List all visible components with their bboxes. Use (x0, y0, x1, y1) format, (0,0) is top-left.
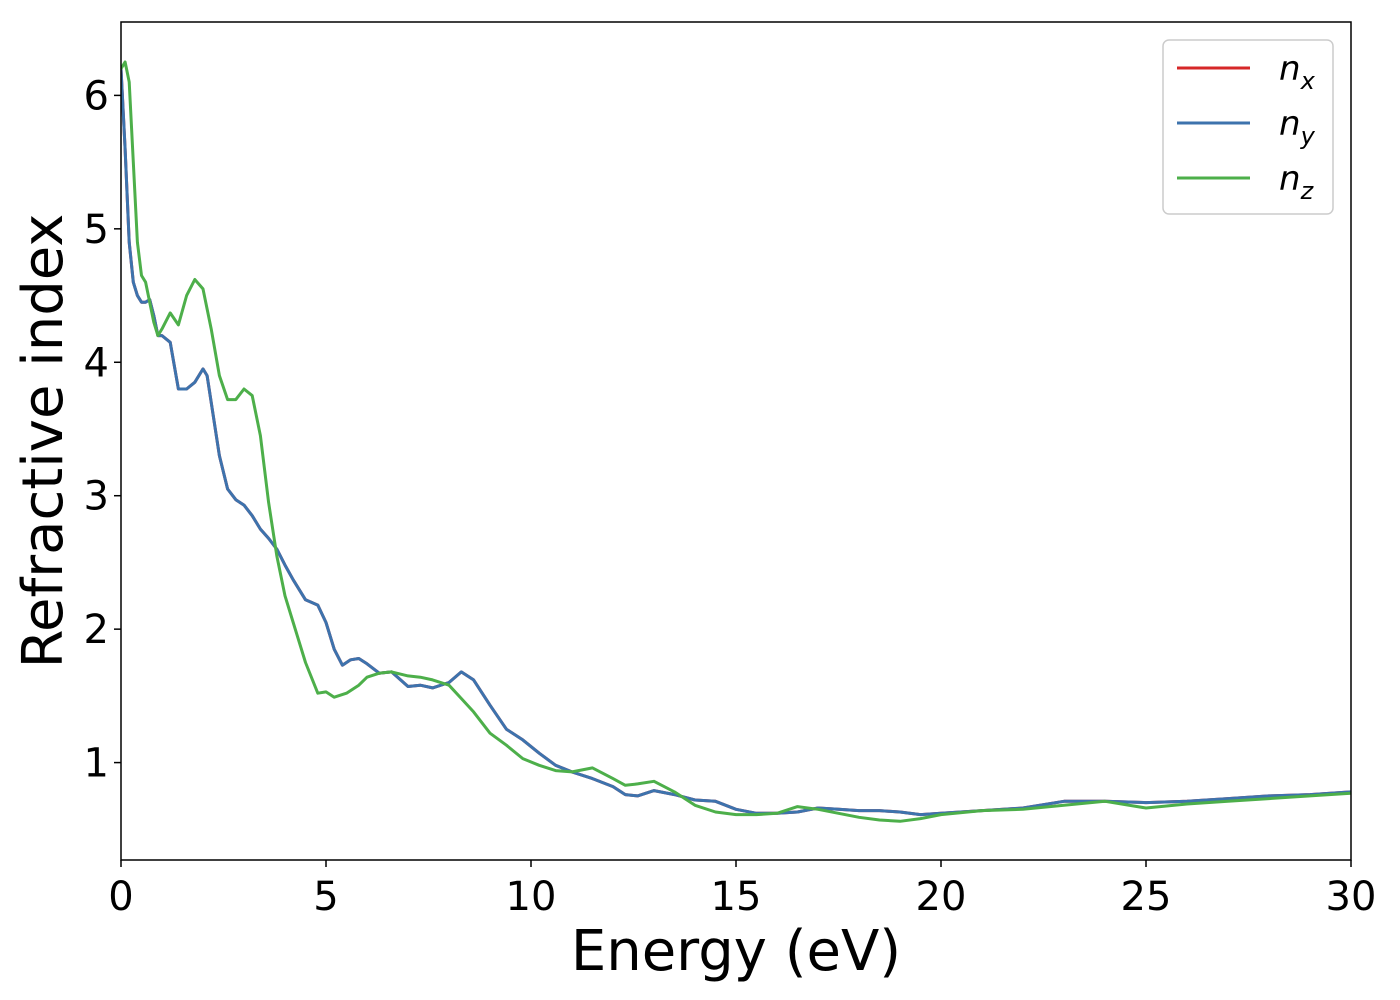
legend-label-y: ny (1279, 104, 1316, 150)
legend-label-z: nz (1279, 159, 1315, 205)
x-axis-label: Energy (eV) (571, 919, 901, 984)
x-tick-label: 15 (711, 874, 762, 920)
y-tick-label: 3 (84, 474, 109, 520)
y-tick-label: 1 (84, 741, 109, 787)
series-layer (121, 60, 1351, 823)
x-tick-label: 25 (1121, 874, 1172, 920)
x-tick-label: 30 (1326, 874, 1377, 920)
x-tick-label: 20 (916, 874, 967, 920)
series-line-y (121, 67, 1351, 817)
legend: nx ny nz (1162, 39, 1334, 215)
x-tick-label: 10 (506, 874, 557, 920)
x-tick-label: 5 (313, 874, 338, 920)
y-axis-label: Refractive index (11, 214, 76, 669)
y-tick-label: 4 (84, 340, 109, 386)
y-axis-ticks: 1 2 3 4 5 6 (84, 73, 121, 787)
legend-box (1162, 39, 1334, 215)
x-tick-label: 0 (108, 874, 133, 920)
y-tick-label: 5 (84, 207, 109, 253)
legend-label-x: nx (1279, 49, 1316, 95)
y-tick-label: 2 (84, 607, 109, 653)
x-axis-ticks: 0 5 10 15 20 25 30 (108, 860, 1376, 920)
y-tick-label: 6 (84, 73, 109, 119)
series-line-z (121, 60, 1351, 823)
